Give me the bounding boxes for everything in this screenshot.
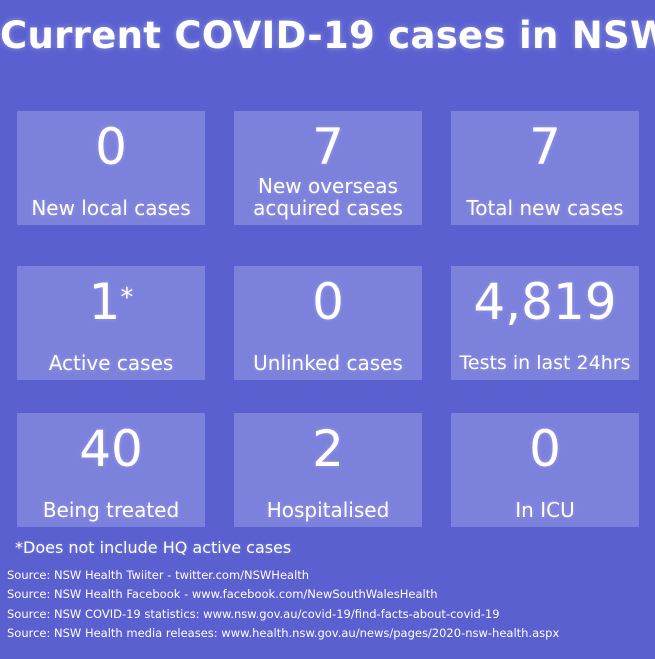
source-line: Source: NSW COVID-19 statistics: www.nsw…	[7, 606, 500, 621]
stat-value: 7	[312, 118, 344, 176]
footnote-asterisk: *	[120, 283, 134, 313]
stat-value: 0	[95, 118, 127, 176]
stat-tile-new-overseas-acquired-cases: 7 New overseas acquired cases	[234, 111, 422, 225]
source-line: Source: NSW Health Twiiter - twitter.com…	[7, 568, 310, 582]
stat-label: New overseas acquired cases	[234, 175, 422, 219]
source-line: Source: NSW Health Facebook - www.facebo…	[7, 587, 438, 602]
stat-label: Hospitalised	[266, 498, 390, 522]
stat-tile-hospitalised: 2 Hospitalised	[234, 413, 422, 527]
stat-label: In ICU	[515, 498, 575, 522]
stat-label-line: New overseas	[258, 174, 398, 198]
sources-list: Source: NSW Health Twiiter - twitter.com…	[7, 566, 559, 643]
stat-label: Tests in last 24hrs	[459, 352, 631, 374]
stat-tile-total-new-cases: 7 Total new cases	[451, 111, 639, 225]
source-line: Source: NSW Health media releases: www.h…	[7, 625, 560, 640]
stat-value: 1*	[17, 272, 205, 332]
stat-label: Active cases	[48, 351, 174, 375]
stat-label: New local cases	[31, 196, 191, 220]
stat-label: Being treated	[42, 498, 180, 522]
stat-tile-tests-last-24hrs: 4,819 Tests in last 24hrs	[451, 266, 639, 380]
stat-label: Total new cases	[466, 196, 624, 220]
stat-value: 0	[312, 273, 344, 331]
page-title: Current COVID-19 cases in NSW	[0, 14, 655, 57]
stat-label-line: acquired cases	[253, 196, 403, 220]
stat-value: 0	[529, 420, 561, 478]
stat-tile-unlinked-cases: 0 Unlinked cases	[234, 266, 422, 380]
footnote: *Does not include HQ active cases	[15, 538, 292, 557]
stat-tile-active-cases: 1* Active cases	[17, 266, 205, 380]
stat-value: 2	[312, 420, 344, 478]
stat-value-number: 1	[88, 273, 121, 331]
stat-value: 7	[529, 118, 561, 176]
stat-value: 40	[79, 420, 143, 478]
stat-label: Unlinked cases	[253, 351, 403, 375]
stat-tile-in-icu: 0 In ICU	[451, 413, 639, 527]
stat-value: 4,819	[473, 273, 617, 331]
stat-tile-being-treated: 40 Being treated	[17, 413, 205, 527]
stat-tile-new-local-cases: 0 New local cases	[17, 111, 205, 225]
